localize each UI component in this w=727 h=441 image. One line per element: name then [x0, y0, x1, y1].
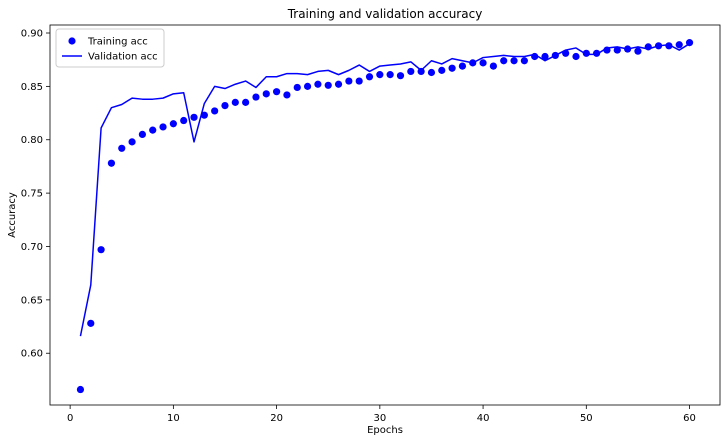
series-layer	[76, 39, 694, 394]
training-acc-point	[613, 46, 621, 54]
legend-box	[55, 28, 165, 68]
legend: Training acc Validation acc	[55, 28, 165, 68]
legend-label: Validation acc	[88, 52, 158, 63]
training-acc-point	[273, 88, 281, 96]
x-tick-label: 40	[477, 413, 490, 424]
training-acc-point	[159, 123, 167, 131]
training-acc-point	[334, 80, 343, 88]
training-acc-point	[169, 120, 177, 128]
training-acc-point	[448, 64, 456, 72]
training-acc-point	[138, 130, 146, 139]
training-acc-point	[314, 80, 322, 88]
training-acc-point	[211, 107, 219, 115]
training-acc-point	[118, 144, 126, 152]
x-axis-title: Epochs	[367, 425, 403, 436]
training-acc-point	[107, 159, 116, 167]
y-tick-label: 0.80	[21, 135, 43, 146]
x-tick-label: 30	[373, 413, 386, 424]
training-acc-point	[675, 41, 683, 49]
training-acc-point	[634, 47, 642, 55]
training-acc-point	[438, 66, 446, 74]
training-acc-point	[128, 138, 136, 146]
x-tick-label: 50	[580, 413, 593, 424]
training-acc-point	[303, 82, 312, 90]
training-acc-point	[324, 81, 332, 89]
y-axis-title: Accuracy	[7, 192, 18, 238]
training-acc-point	[252, 93, 260, 101]
training-acc-point	[149, 126, 157, 134]
training-acc-point	[479, 59, 487, 67]
training-acc-point	[458, 62, 467, 70]
y-tick-label: 0.75	[21, 189, 43, 200]
training-acc-point	[200, 111, 208, 119]
training-acc-point	[541, 52, 549, 61]
training-acc-point	[376, 71, 384, 79]
training-acc-point	[190, 113, 198, 121]
training-acc-point	[221, 101, 229, 110]
training-acc-point	[262, 90, 270, 98]
training-acc-point	[283, 91, 291, 99]
legend-label: Training acc	[87, 37, 148, 48]
training-acc-point	[365, 73, 374, 81]
training-acc-point	[407, 67, 415, 76]
y-tick-label: 0.90	[21, 29, 43, 40]
training-acc-point	[345, 77, 353, 85]
x-tick-label: 10	[167, 413, 180, 424]
training-acc-point	[572, 52, 580, 61]
training-acc-point	[293, 83, 301, 92]
y-tick-label: 0.65	[21, 295, 43, 306]
training-acc-point	[231, 98, 239, 106]
y-tick-label: 0.60	[21, 349, 43, 360]
training-acc-point	[76, 385, 85, 394]
training-acc-point	[97, 246, 105, 254]
training-acc-point	[500, 57, 508, 65]
training-acc-point	[510, 57, 518, 65]
training-acc-point	[242, 98, 250, 106]
training-acc-point	[396, 72, 405, 80]
training-acc-point	[427, 68, 436, 77]
training-acc-point	[87, 319, 95, 327]
training-acc-point	[386, 71, 394, 79]
x-tick-label: 0	[67, 413, 73, 424]
validation-acc-line	[79, 43, 690, 337]
training-acc-point	[180, 116, 188, 125]
chart-title: Training and validation accuracy	[287, 7, 483, 21]
axes-layer: 0 10 20 30 40 50 60 0.60 0.65 0.70 0.75 0.80 0.85 0.9…	[21, 24, 721, 424]
y-tick-label: 0.70	[21, 242, 43, 253]
x-tick-label: 20	[270, 413, 283, 424]
legend-point-swatch	[68, 37, 76, 45]
x-tick-label: 60	[683, 413, 696, 424]
training-acc-point	[665, 42, 673, 50]
y-tick-label: 0.85	[21, 82, 43, 93]
training-acc-point	[520, 57, 528, 65]
plot-frame	[49, 24, 721, 406]
training-acc-point	[489, 62, 497, 70]
training-acc-point	[355, 77, 363, 85]
